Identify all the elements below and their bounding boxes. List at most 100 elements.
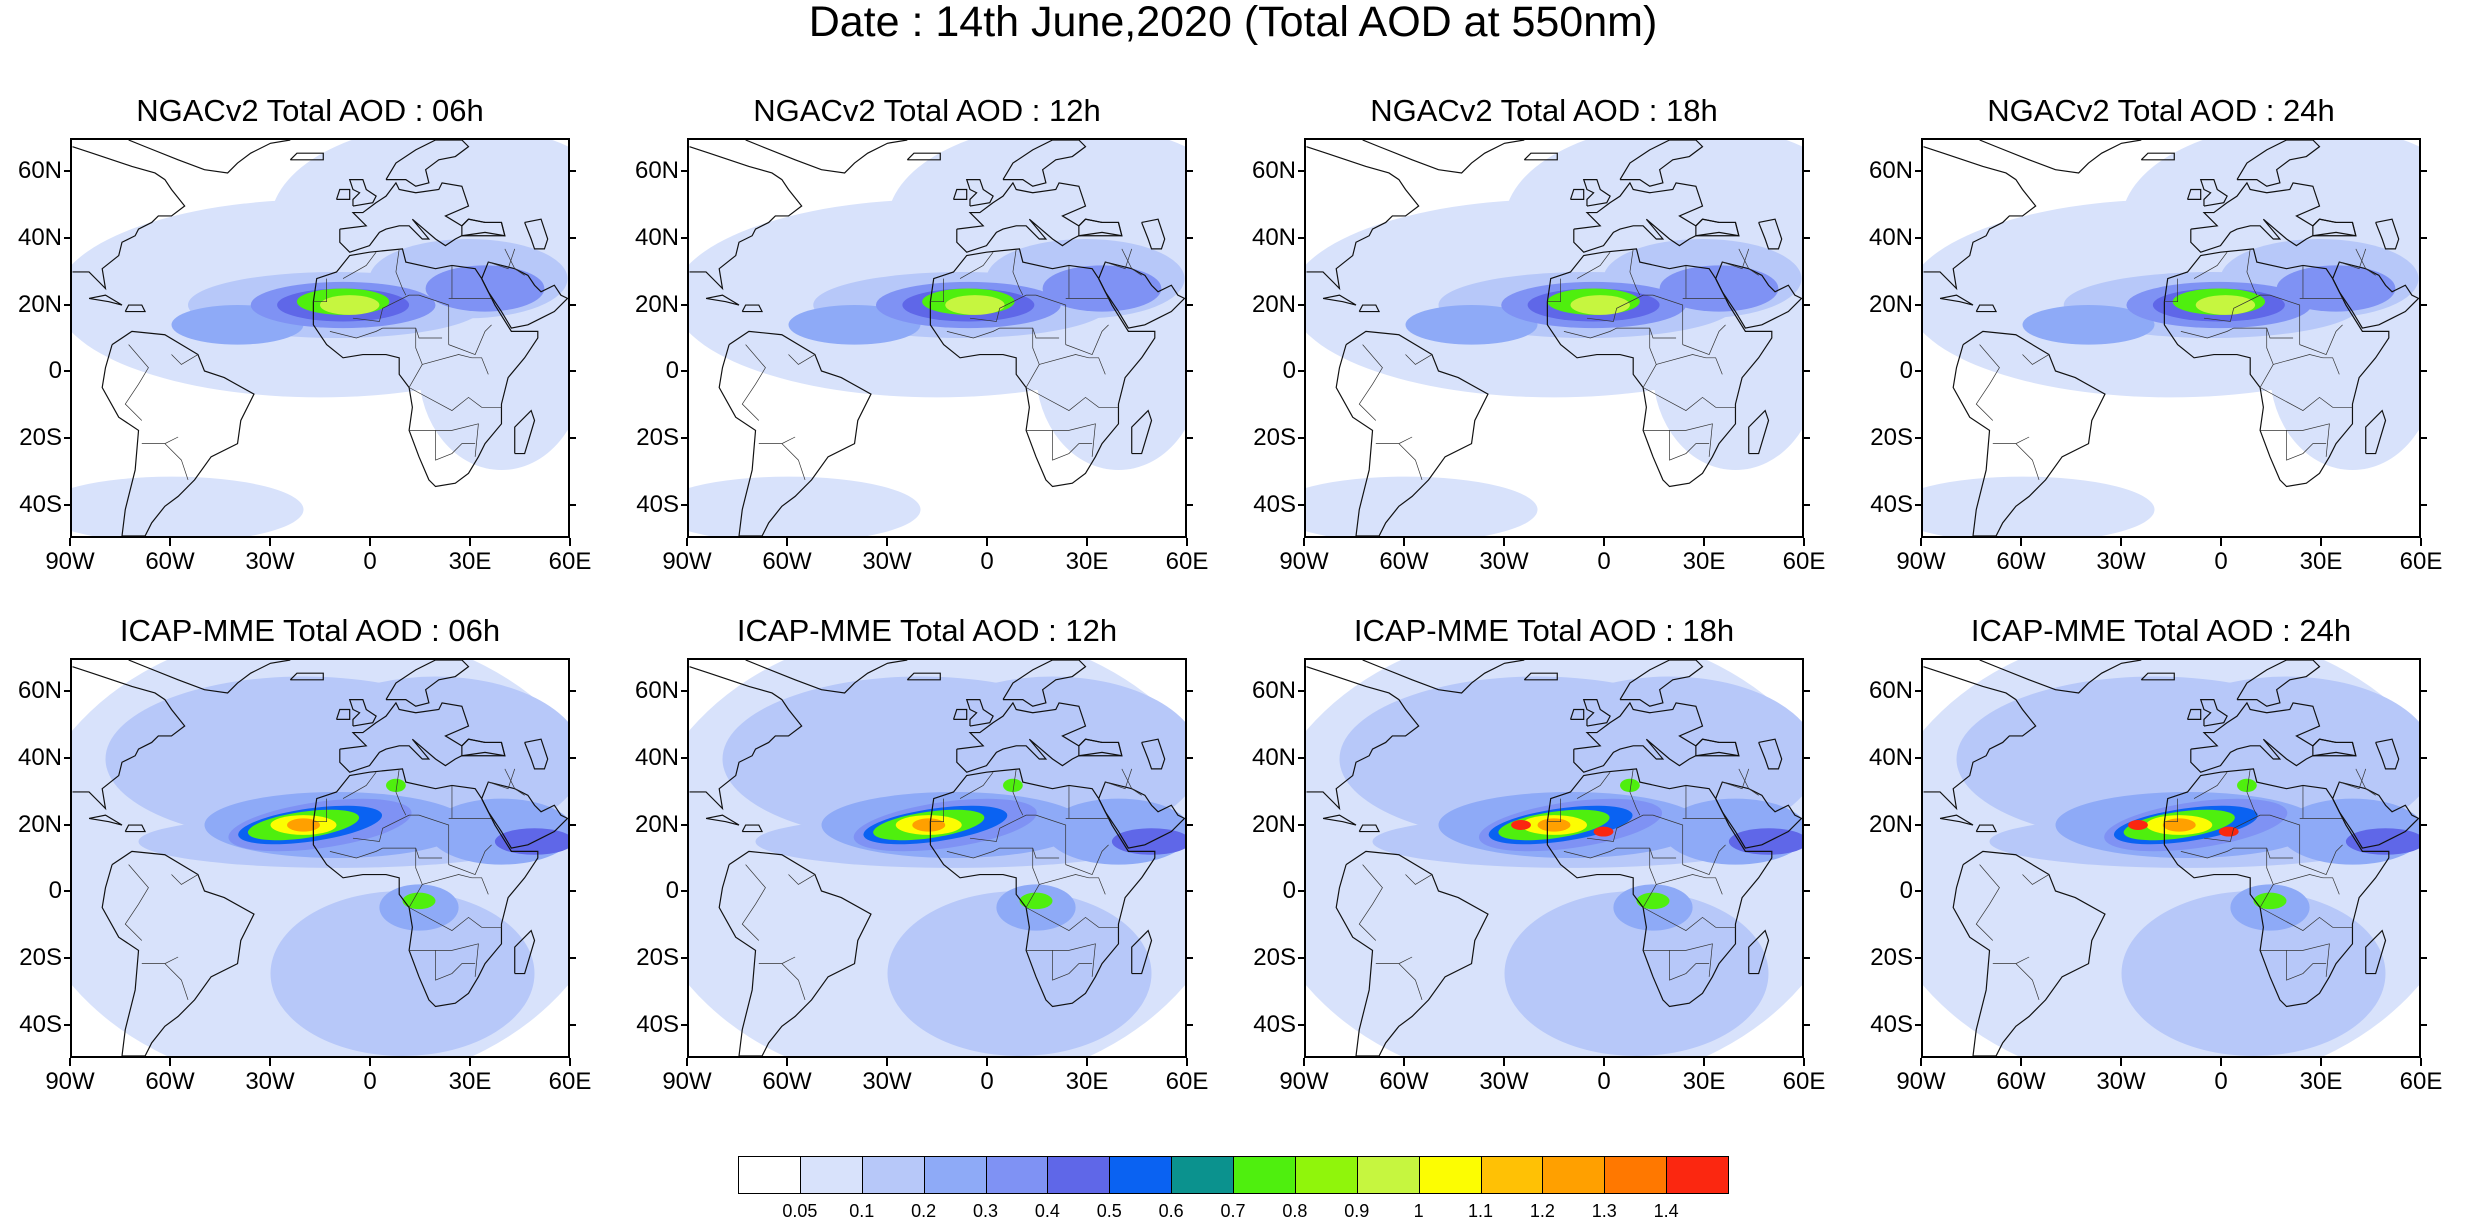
lat-tick-left: [1915, 823, 1923, 826]
lon-tick-label: 0: [980, 548, 994, 575]
lat-tick-left: [1915, 757, 1923, 759]
country-border: [2259, 387, 2353, 411]
lat-tick-left: [1298, 170, 1306, 173]
lat-tick-label: 20N: [1251, 290, 1296, 318]
lat-tick-left: [681, 757, 689, 759]
coastline-blacksea: [1078, 738, 1123, 757]
country-border: [969, 814, 1067, 865]
lat-tick-right: [1185, 237, 1193, 239]
lat-tick-label: 60N: [1868, 157, 1913, 185]
country-border: [1358, 344, 1383, 421]
coastline-madagascar: [1131, 409, 1153, 455]
lat-tick-left: [681, 170, 689, 173]
country-border: [1629, 248, 1641, 296]
country-border: [1643, 423, 1713, 457]
country-border: [171, 874, 199, 885]
coastline-cuba: [88, 814, 123, 826]
lat-tick-label: 0: [1899, 877, 1913, 905]
lat-tick-label: 40N: [17, 224, 62, 251]
coastlines: [689, 140, 1185, 536]
country-border: [1642, 328, 1657, 388]
coastline-samerica: [1335, 850, 1489, 1056]
coastline-greenland: [1362, 660, 1525, 694]
lat-tick-label: 20S: [19, 424, 62, 451]
lon-tick-bottom: [1186, 538, 1188, 546]
lon-tick-bottom: [1186, 1058, 1188, 1066]
lat-tick-right: [2419, 237, 2427, 239]
coastline-namerica: [1306, 146, 1420, 291]
lon-tick-bottom: [986, 538, 988, 546]
aod-map: [687, 658, 1187, 1058]
coastline-ireland: [2186, 188, 2202, 200]
lat-tick-right: [1185, 823, 1193, 826]
aod-map: [1921, 658, 2421, 1058]
lon-tick-label: 30E: [2299, 1068, 2343, 1095]
lon-tick-label: 0: [363, 548, 377, 575]
country-border: [171, 354, 199, 365]
country-border: [504, 768, 525, 796]
aod-field: [689, 140, 1185, 536]
lon-tick-bottom: [1920, 538, 1922, 546]
coastline-cuba: [1939, 814, 1974, 826]
aod-field: [1923, 660, 2419, 1056]
aod-field: [1923, 140, 2419, 536]
country-border: [2273, 354, 2340, 375]
lat-tick-label: 40N: [17, 744, 62, 771]
aod-field: [689, 660, 1185, 1056]
lat-tick-label: 60N: [634, 677, 679, 705]
coastline-arabia: [1098, 781, 1185, 849]
coastline-cuba: [705, 294, 740, 306]
country-border: [1642, 848, 1657, 908]
country-border: [2273, 874, 2340, 895]
lon-tick-label: 90W: [662, 548, 712, 575]
lon-tick-label: 0: [363, 1068, 377, 1095]
lon-tick-label: 0: [980, 1068, 994, 1095]
lon-tick-label: 0: [2214, 548, 2228, 575]
country-border: [124, 344, 149, 421]
lon-tick-bottom: [2420, 538, 2422, 546]
colorbar-label: 0.8: [1282, 1201, 1308, 1221]
country-border: [1065, 844, 1109, 875]
lat-tick-left: [681, 437, 689, 439]
lat-tick-left: [681, 957, 689, 959]
lat-tick-label: 20S: [1253, 944, 1296, 971]
lat-tick-left: [64, 757, 72, 759]
lon-tick-label: 60E: [548, 548, 592, 575]
lon-tick-label: 30W: [862, 548, 912, 575]
country-border: [1642, 387, 1736, 411]
lat-tick-label: 20N: [1868, 810, 1913, 838]
lat-tick-right: [2419, 1023, 2427, 1026]
coastline-samerica: [1952, 850, 2106, 1056]
coastline-samerica: [718, 850, 872, 1056]
lat-tick-label: 0: [1899, 357, 1913, 385]
panel-title: NGACv2 Total AOD : 06h: [136, 93, 484, 128]
colorbar-swatch: [1542, 1156, 1606, 1194]
lat-tick-left: [681, 1023, 689, 1026]
lon-tick-bottom: [1803, 538, 1805, 546]
lat-tick-right: [568, 503, 576, 506]
lon-tick-label: 90W: [1896, 548, 1946, 575]
coastline-greenland: [1979, 140, 2142, 174]
coastline-greenland: [128, 140, 291, 174]
lon-tick-label: 60E: [2399, 1068, 2443, 1095]
lat-tick-right: [1802, 957, 1810, 959]
lon-tick-label: 30E: [1065, 548, 1109, 575]
country-border: [2164, 278, 2178, 303]
coastline-namerica: [72, 666, 186, 811]
coastline-uk: [1582, 179, 1611, 207]
colorbar-swatch: [1047, 1156, 1111, 1194]
coastline-africa: [2163, 768, 2390, 1008]
colorbar-swatch: [1418, 1156, 1482, 1194]
lat-tick-right: [2419, 957, 2427, 959]
coastline-namerica: [689, 146, 803, 291]
lat-tick-right: [1802, 823, 1810, 826]
lat-tick-left: [1298, 757, 1306, 759]
country-border: [959, 771, 994, 799]
lon-tick-bottom: [1703, 538, 1705, 546]
country-border: [959, 251, 994, 279]
country-border: [2299, 844, 2343, 875]
map-panel: ICAP-MME Total AOD : 24h 60N 40N 20N 0 20S 40S…: [1851, 612, 2466, 1132]
coastline-namerica: [72, 146, 186, 291]
country-border: [342, 771, 377, 799]
lon-tick-bottom: [686, 538, 688, 546]
